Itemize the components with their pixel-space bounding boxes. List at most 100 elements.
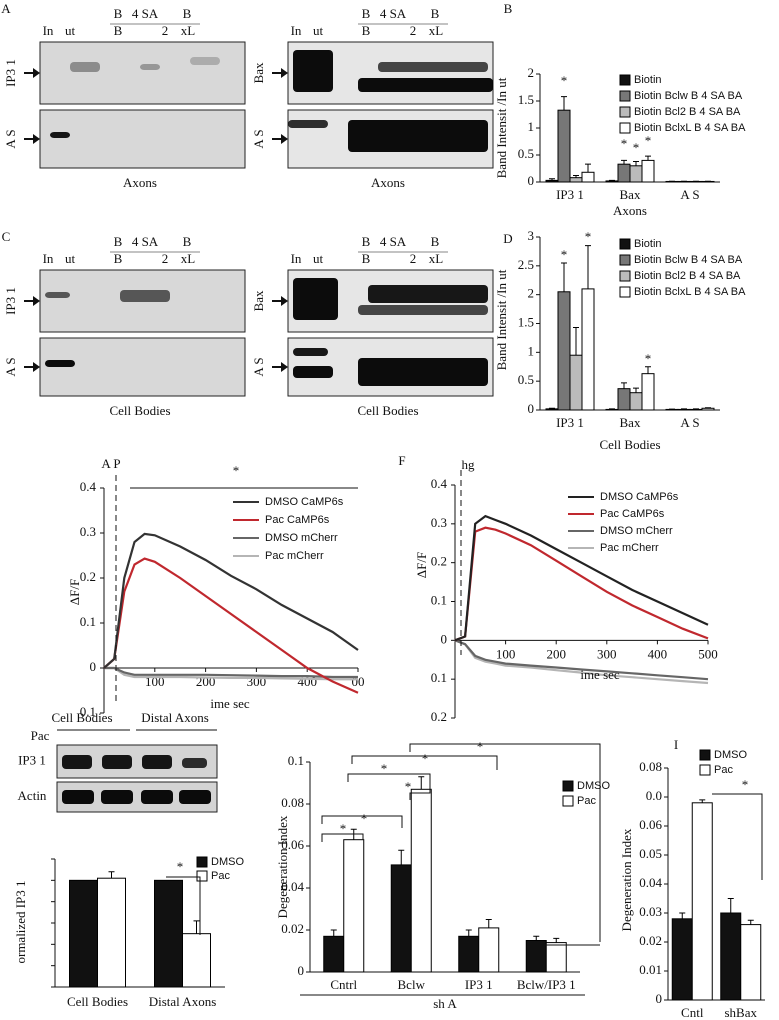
y-axis-label: Degeneration Index — [275, 815, 290, 918]
lane-label: xL — [429, 23, 444, 38]
lane-label: 4 SA — [132, 6, 159, 21]
row-label: IP3 1 — [3, 287, 18, 315]
x-tick-label: Bax — [620, 415, 641, 430]
blot-band — [358, 358, 488, 386]
legend-swatch — [619, 74, 631, 86]
bar — [641, 373, 655, 411]
annotation: A P — [101, 456, 120, 471]
legend-swatch — [699, 749, 711, 761]
significance-mark: * — [361, 811, 368, 826]
blot-band — [62, 790, 94, 804]
error-bar — [549, 178, 555, 181]
y-tick-label: 0.01 — [639, 962, 662, 977]
lane-label: B — [114, 23, 123, 38]
annotation: * — [233, 463, 240, 478]
significance-mark: * — [477, 739, 484, 754]
bar — [581, 171, 595, 183]
bar — [605, 408, 619, 411]
x-tick-label: Bclw — [398, 977, 426, 992]
error-bar — [609, 408, 615, 410]
bar — [671, 918, 693, 1001]
significance-bracket — [347, 773, 431, 786]
error-bar — [561, 262, 567, 292]
lane-label: ut — [313, 23, 324, 38]
x-tick-label: 100 — [496, 646, 516, 661]
legend-label: Biotin — [634, 74, 662, 86]
y-tick-label: 0 — [528, 173, 535, 188]
bar — [323, 935, 345, 973]
y-tick-label: 0.03 — [639, 904, 662, 919]
bar — [569, 354, 583, 411]
significance-bracket — [166, 876, 201, 935]
significance-bracket — [409, 743, 601, 946]
legend-label: Pac mCherr — [265, 550, 324, 562]
y-tick-label: 0 — [528, 401, 535, 416]
y-tick-label: 0.1 — [80, 614, 96, 629]
blot-band — [70, 62, 100, 72]
legend-swatch — [619, 286, 631, 298]
row-label: A S — [3, 357, 18, 376]
series-line — [104, 666, 358, 679]
bar — [69, 879, 98, 988]
y-axis-label: ΔF/F — [414, 552, 429, 578]
legend-swatch — [619, 254, 631, 266]
bar — [641, 159, 655, 183]
row-label: Bax — [251, 62, 266, 83]
legend-label: Biotin — [634, 238, 662, 250]
significance-mark: * — [561, 247, 568, 262]
blot-band — [141, 790, 173, 804]
bar — [557, 291, 571, 411]
y-axis-label: ormalized IP3 1 — [13, 880, 28, 963]
row-label: IP3 1 — [18, 752, 46, 767]
legend-label: Pac mCherr — [600, 542, 659, 554]
x-tick-label: 400 — [648, 646, 668, 661]
bar — [617, 388, 631, 411]
y-tick-label: 0.4 — [431, 476, 448, 491]
blot-header: Distal Axons — [141, 710, 209, 725]
x-axis-label: ime sec — [210, 696, 250, 711]
blot-band — [101, 790, 133, 804]
condition-label: Pac — [31, 728, 50, 743]
lane-label: xL — [429, 251, 444, 266]
lane-label: xL — [181, 23, 196, 38]
x-tick-label: Distal Axons — [149, 994, 217, 1009]
error-bar — [645, 155, 651, 161]
blot-band — [140, 64, 160, 70]
lane-label: 2 — [162, 251, 169, 266]
blot-membrane — [39, 337, 246, 397]
y-tick-label: 0 — [656, 991, 663, 1006]
lane-label: B — [362, 23, 371, 38]
legend-swatch — [562, 780, 574, 792]
y-tick-label: 0.02 — [281, 921, 304, 936]
lane-label: B — [183, 6, 192, 21]
significance-mark: * — [381, 761, 388, 776]
row-label: IP3 1 — [3, 59, 18, 87]
x-tick-label: 500 — [698, 646, 718, 661]
legend-label: Biotin Bcl2 B 4 SA BA — [634, 106, 741, 118]
legend-swatch — [619, 106, 631, 118]
blot-band — [45, 360, 75, 367]
arrow-head — [33, 362, 40, 372]
panel-letter: B — [504, 1, 513, 16]
bar — [525, 940, 547, 973]
bar — [410, 788, 432, 973]
series-line — [454, 639, 709, 685]
significance-mark: * — [561, 73, 568, 88]
panel-letter: A — [1, 1, 11, 16]
significance-bracket — [712, 793, 763, 880]
panel-letter: F — [398, 453, 405, 468]
y-tick-label: 0.08 — [639, 759, 662, 774]
arrow-head — [281, 68, 288, 78]
row-label: A S — [251, 129, 266, 148]
error-bar — [633, 387, 639, 393]
blot-band — [358, 305, 488, 315]
x-tick-label: IP3 1 — [465, 977, 493, 992]
legend-swatch — [196, 870, 208, 882]
y-tick-label: 0.1 — [288, 753, 304, 768]
blot-membrane — [39, 41, 246, 105]
y-tick-label: 2.5 — [518, 257, 534, 272]
y-tick-label: 0.02 — [639, 933, 662, 948]
y-tick-label: 0.08 — [281, 795, 304, 810]
legend-label: DMSO mCherr — [600, 525, 673, 537]
